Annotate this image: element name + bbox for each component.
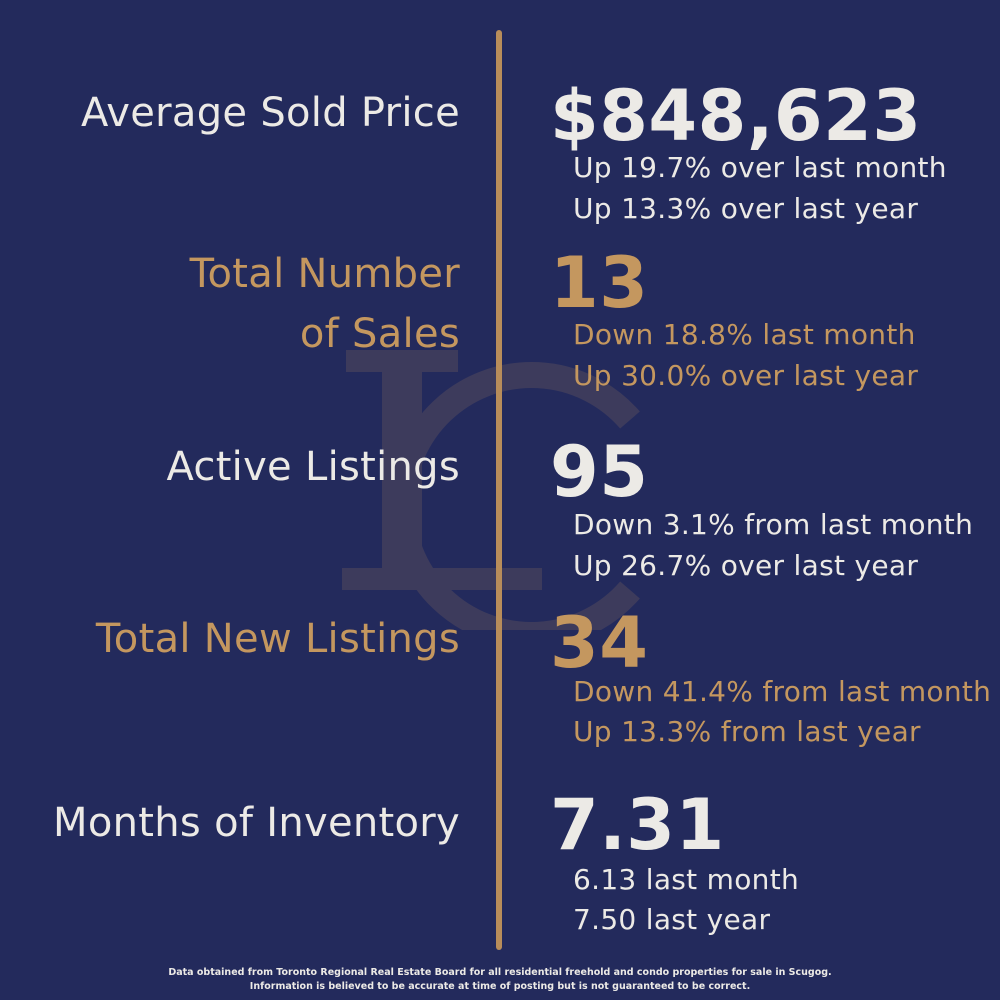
inventory-last-month: 6.13 last month [573, 863, 800, 896]
total-sales-label-line2: of Sales [299, 311, 460, 357]
inventory-value: 7.31 [550, 784, 725, 866]
new-listings-change-year: Up 13.3% from last year [573, 715, 921, 748]
inventory-label: Months of Inventory [53, 800, 460, 846]
active-listings-change-year: Up 26.7% over last year [573, 549, 919, 582]
avg-price-change-year: Up 13.3% over last year [573, 192, 919, 225]
lc-monogram-icon [342, 350, 640, 630]
total-sales-change-month: Down 18.8% last month [573, 318, 916, 351]
new-listings-change-month: Down 41.4% from last month [573, 675, 992, 708]
active-listings-value: 95 [550, 431, 649, 513]
total-sales-change-year: Up 30.0% over last year [573, 359, 919, 392]
disclaimer-line-2: Information is believed to be accurate a… [249, 981, 751, 992]
inventory-last-year: 7.50 last year [573, 903, 771, 936]
avg-price-change-month: Up 19.7% over last month [573, 151, 947, 184]
new-listings-label: Total New Listings [95, 616, 460, 662]
active-listings-change-month: Down 3.1% from last month [573, 508, 974, 541]
total-sales-value: 13 [550, 242, 649, 324]
active-listings-label: Active Listings [166, 444, 460, 490]
vertical-divider [496, 30, 502, 950]
disclaimer-line-1: Data obtained from Toronto Regional Real… [168, 967, 832, 978]
disclaimer-footer: Data obtained from Toronto Regional Real… [0, 966, 1000, 994]
total-sales-label-line1: Total Number [189, 251, 460, 297]
avg-price-value: $848,623 [550, 75, 922, 157]
avg-price-label: Average Sold Price [80, 90, 460, 136]
new-listings-value: 34 [550, 602, 649, 684]
